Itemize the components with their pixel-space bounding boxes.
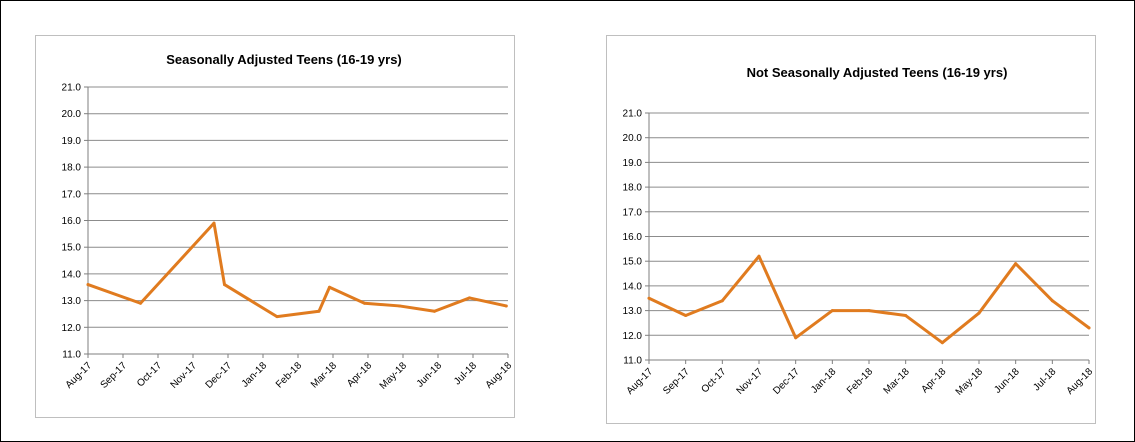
- data-point: [433, 309, 436, 313]
- data-point: [684, 314, 688, 318]
- series-line: [647, 254, 1091, 345]
- y-tick-label: 12.0: [62, 323, 82, 334]
- chart-panel-not-seasonally-adjusted: Not Seasonally Adjusted Teens (16-19 yrs…: [606, 35, 1096, 424]
- y-tick-label: 19.0: [623, 158, 643, 169]
- x-tick-label: Feb-18: [274, 360, 304, 390]
- x-tick-label: Jan-18: [809, 366, 839, 396]
- data-point: [1014, 262, 1018, 266]
- data-point: [1050, 299, 1054, 303]
- data-point: [720, 299, 724, 303]
- y-tick-label: 12.0: [623, 331, 643, 342]
- x-tick-label: Oct-17: [135, 360, 164, 389]
- x-tick-label: Apr-18: [919, 366, 948, 395]
- data-point: [757, 254, 761, 258]
- data-point: [504, 304, 508, 308]
- y-tick-label: 18.0: [623, 183, 643, 194]
- data-point: [275, 315, 279, 319]
- x-tick-label: Dec-17: [204, 360, 235, 391]
- x-tick-label: Aug-18: [1065, 366, 1095, 397]
- data-point: [468, 296, 471, 300]
- data-point: [1087, 326, 1091, 330]
- data-point: [363, 301, 366, 305]
- x-tick-label: Aug-17: [625, 366, 656, 397]
- y-tick-label: 18.0: [62, 163, 82, 174]
- data-point: [398, 304, 401, 308]
- x-tick-label: Mar-18: [882, 366, 912, 396]
- data-point: [139, 301, 142, 305]
- data-point: [830, 309, 834, 313]
- x-tick-label: Feb-18: [845, 366, 875, 396]
- y-tick-label: 11.0: [62, 350, 81, 361]
- y-tick-label: 20.0: [623, 133, 643, 144]
- y-tick-label: 15.0: [62, 243, 82, 254]
- x-tick-label: May-18: [954, 366, 986, 398]
- y-tick-label: 15.0: [623, 257, 643, 268]
- x-tick-label: May-18: [378, 360, 410, 392]
- y-tick-label: 13.0: [62, 296, 82, 307]
- chart-title: Not Seasonally Adjusted Teens (16-19 yrs…: [747, 65, 1008, 80]
- y-tick-label: 20.0: [62, 109, 82, 120]
- y-tick-label: 17.0: [62, 189, 82, 200]
- data-point: [904, 314, 908, 318]
- x-tick-label: Jul-18: [452, 360, 479, 387]
- y-tick-label: 19.0: [62, 136, 82, 147]
- chart-seasonally-adjusted: Seasonally Adjusted Teens (16-19 yrs) 11.…: [62, 52, 515, 392]
- data-point: [647, 296, 651, 300]
- x-tick-label: Jan-18: [240, 360, 270, 390]
- x-tick-label: Oct-17: [699, 366, 728, 395]
- chart-not-seasonally-adjusted: Not Seasonally Adjusted Teens (16-19 yrs…: [623, 65, 1096, 398]
- x-tick-label: Sep-17: [661, 366, 692, 397]
- x-tick-label: Jun-18: [415, 360, 445, 390]
- x-tick-label: Dec-17: [771, 366, 802, 397]
- x-tick-label: Apr-18: [345, 360, 374, 389]
- y-tick-label: 16.0: [62, 216, 82, 227]
- x-tick-label: Jul-18: [1031, 366, 1058, 393]
- data-point: [223, 283, 226, 287]
- chart-panel-seasonally-adjusted: Seasonally Adjusted Teens (16-19 yrs) 11.…: [35, 35, 515, 418]
- y-tick-label: 17.0: [623, 207, 643, 218]
- x-tick-label: Jun-18: [992, 366, 1022, 396]
- data-point: [977, 311, 981, 315]
- x-tick-label: Nov-17: [735, 366, 766, 397]
- data-point: [328, 285, 331, 289]
- data-point: [867, 309, 871, 313]
- x-tick-label: Aug-18: [484, 360, 514, 391]
- y-tick-label: 13.0: [623, 306, 643, 317]
- chart-title: Seasonally Adjusted Teens (16-19 yrs): [166, 52, 402, 67]
- y-tick-label: 14.0: [623, 281, 643, 292]
- y-tick-label: 16.0: [623, 232, 643, 243]
- x-tick-label: Aug-17: [64, 360, 95, 391]
- x-tick-label: Mar-18: [309, 360, 339, 390]
- data-point: [212, 221, 216, 225]
- y-tick-label: 11.0: [623, 356, 642, 367]
- data-point: [940, 341, 944, 345]
- y-tick-label: 14.0: [62, 269, 82, 280]
- data-point: [317, 309, 321, 313]
- y-tick-label: 21.0: [623, 109, 643, 120]
- data-point: [794, 336, 798, 340]
- series-line: [86, 221, 508, 319]
- x-tick-label: Nov-17: [169, 360, 200, 391]
- x-tick-label: Sep-17: [99, 360, 130, 391]
- y-tick-label: 21.0: [62, 83, 82, 94]
- data-point: [86, 283, 90, 287]
